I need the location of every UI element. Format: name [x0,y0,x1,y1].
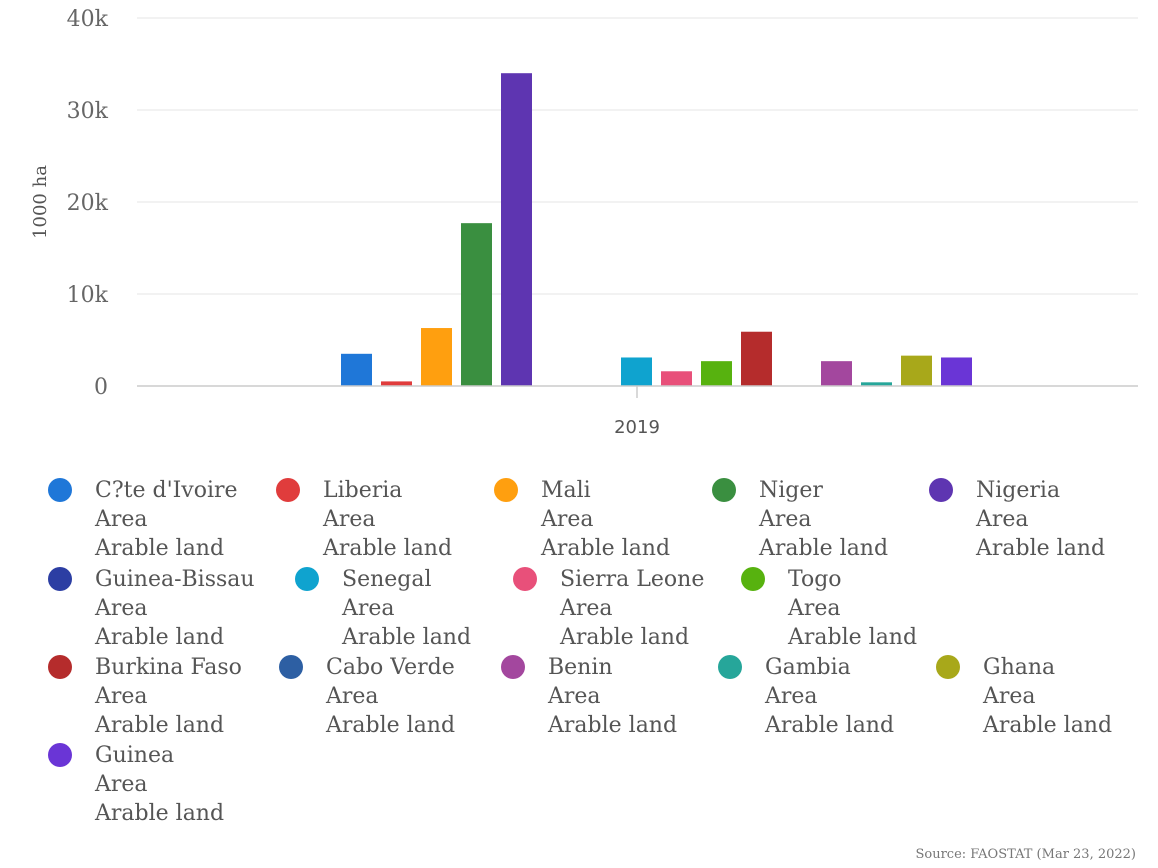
legend-item[interactable]: Guinea Area Arable land [48,741,224,828]
y-tick-label: 20k [67,191,109,216]
bars [341,73,972,386]
legend-marker-icon [276,478,300,502]
legend-label: C?te d'Ivoire Area Arable land [95,478,238,561]
legend-label: Liberia Area Arable land [323,478,453,561]
legend-label: Guinea-Bissau Area Arable land [95,567,255,650]
legend-item[interactable]: Ghana Area Arable land [936,653,1112,740]
legend-item[interactable]: Liberia Area Arable land [276,476,452,563]
legend-marker-icon [48,743,72,767]
legend-marker-icon [494,478,518,502]
legend-item[interactable]: Sierra Leone Area Arable land [513,565,704,652]
legend-label: Ghana Area Arable land [983,655,1113,738]
bar[interactable] [821,361,852,386]
bar[interactable] [341,353,372,386]
bar[interactable] [421,328,452,386]
legend-label: Benin Area Arable land [548,655,678,738]
legend-item[interactable]: Togo Area Arable land [741,565,917,652]
bar[interactable] [501,73,532,386]
bar[interactable] [621,357,652,386]
bar[interactable] [701,361,732,386]
legend-item[interactable]: Mali Area Arable land [494,476,670,563]
legend-marker-icon [712,478,736,502]
legend-item[interactable]: Benin Area Arable land [501,653,677,740]
legend-label: Nigeria Area Arable land [976,478,1106,561]
legend-marker-icon [48,567,72,591]
legend: C?te d'Ivoire Area Arable land Liberia Area A… [48,476,1112,828]
source-note: Source: FAOSTAT (Mar 23, 2022) [915,847,1136,862]
legend-marker-icon [936,655,960,679]
legend-label: Burkina Faso Area Arable land [95,655,242,738]
legend-item[interactable]: Niger Area Arable land [712,476,888,563]
bar[interactable] [741,331,772,386]
bar[interactable] [661,371,692,386]
x-tick-label: 2019 [614,417,660,438]
legend-label: Senegal Area Arable land [342,567,472,650]
y-axis-ticks: 0 10k 20k 30k 40k [67,7,109,400]
legend-marker-icon [718,655,742,679]
legend-item[interactable]: Senegal Area Arable land [295,565,471,652]
legend-item[interactable]: Burkina Faso Area Arable land [48,653,242,740]
y-tick-label: 30k [67,99,109,124]
legend-label: Niger Area Arable land [759,478,889,561]
legend-label: Cabo Verde Area Arable land [326,655,456,738]
legend-item[interactable]: Nigeria Area Arable land [929,476,1105,563]
y-axis-label: 1000 ha [30,165,51,239]
gridlines [137,17,1138,295]
legend-item[interactable]: Cabo Verde Area Arable land [279,653,455,740]
legend-item[interactable]: C?te d'Ivoire Area Arable land [48,476,238,563]
legend-marker-icon [295,567,319,591]
bar[interactable] [381,381,412,386]
y-tick-label: 40k [67,7,109,32]
y-tick-label: 10k [67,283,109,308]
legend-label: Togo Area Arable land [788,567,918,650]
legend-label: Mali Area Arable land [541,478,671,561]
legend-marker-icon [501,655,525,679]
legend-marker-icon [929,478,953,502]
legend-label: Gambia Area Arable land [765,655,895,738]
bar[interactable] [461,223,492,386]
legend-label: Guinea Area Arable land [95,743,225,826]
legend-item[interactable]: Gambia Area Arable land [718,653,894,740]
y-tick-label: 0 [94,375,108,400]
legend-marker-icon [741,567,765,591]
legend-marker-icon [513,567,537,591]
legend-marker-icon [48,478,72,502]
legend-marker-icon [48,655,72,679]
bar[interactable] [861,382,892,386]
legend-item[interactable]: Guinea-Bissau Area Arable land [48,565,255,652]
legend-marker-icon [279,655,303,679]
bar[interactable] [901,355,932,386]
bar[interactable] [941,357,972,386]
bar-chart: 0 10k 20k 30k 40k 2019 1000 ha [30,7,1138,438]
legend-label: Sierra Leone Area Arable land [560,567,705,650]
